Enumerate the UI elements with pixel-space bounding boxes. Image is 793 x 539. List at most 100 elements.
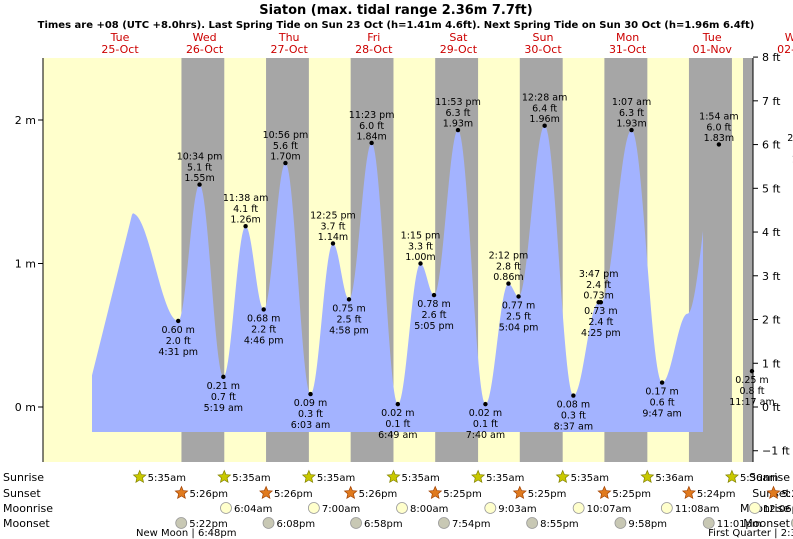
tide-time-label: 11:17 am [729, 397, 774, 408]
tide-time-label: 10:56 pm [263, 130, 309, 141]
day-of-week-label: Tue [110, 31, 130, 44]
moonrise-time: 11:08am [675, 504, 720, 515]
tide-time-label: 3:47 pm [579, 269, 619, 280]
sunrise-time: 5:35am [317, 473, 355, 484]
date-label: 01-Nov [692, 43, 732, 56]
low-tide-point [308, 391, 313, 397]
row-label-left: Moonrise [3, 502, 53, 515]
moonrise-icon [748, 502, 761, 514]
sunrise-icon [217, 469, 232, 484]
tide-height-label: 0.68 m [247, 313, 280, 324]
tide-time-label: 8:37 am [554, 422, 593, 433]
tide-feet-label: 2.5 ft [336, 314, 361, 325]
right-tick-label: 5 ft [762, 182, 781, 195]
tide-feet-label: 2.8 ft [496, 262, 521, 273]
sunset-time: 5:25pm [443, 489, 482, 500]
tide-height-label: 1.14m [318, 232, 348, 243]
high-tide-point [542, 123, 547, 128]
low-tide-point [659, 380, 665, 385]
tide-height-label: 1.68m [792, 154, 793, 165]
tide-height-label: 1.93m [616, 119, 646, 130]
moonset-icon [438, 517, 450, 529]
tide-height-label: 0.60 m [162, 325, 195, 336]
moonset-icon [614, 517, 627, 529]
sunset-time: 5:25pm [528, 489, 567, 500]
moonset-icon [350, 517, 362, 529]
right-tick-label: 7 ft [762, 95, 781, 108]
moon-phase-label: First Quarter | 2:37pm [708, 528, 793, 539]
tide-feet-label: 0.8 ft [739, 386, 764, 397]
moonset-time: 11:01pm [717, 519, 762, 530]
tide-time-label: 11:23 pm [349, 110, 395, 121]
row-label-right: Moonset [743, 517, 790, 530]
tide-feet-label: 6.4 ft [532, 104, 557, 115]
high-tide-point [330, 241, 336, 246]
date-label: 30-Oct [524, 43, 562, 56]
sunset-time: 5:25pm [612, 489, 651, 500]
right-tick-label: 2 ft [762, 314, 781, 327]
moonset-time: 6:08pm [277, 519, 316, 530]
sunrise-time: 5:35am [148, 473, 186, 484]
tide-time-label: 4:58 pm [329, 325, 369, 336]
tide-time-label: 12:25 pm [310, 210, 356, 221]
tide-feet-label: 0.7 ft [211, 392, 236, 403]
tide-height-label: 0.08 m [557, 400, 590, 411]
tide-time-label: 1:07 am [612, 97, 651, 108]
high-tide-point [243, 223, 248, 229]
moon-phase-label: New Moon | 6:48pm [136, 528, 236, 539]
moonrise-icon [396, 502, 408, 514]
date-label: 31-Oct [609, 43, 647, 56]
day-of-week-label: Sat [449, 31, 468, 44]
tide-height-label: 0.25 m [735, 375, 768, 386]
right-tick-label: 1 ft [762, 357, 781, 370]
tide-height-label: 0.09 m [294, 398, 327, 409]
high-tide-point [283, 160, 288, 166]
tide-height-label: 0.21 m [207, 381, 240, 392]
sunset-time: 5:26pm [189, 489, 228, 500]
date-label: 29-Oct [440, 43, 478, 56]
chart-subtitle: Times are +08 (UTC +8.0hrs). Last Spring… [38, 20, 755, 31]
high-tide-point [716, 142, 722, 147]
tide-feet-label: 0.1 ft [473, 419, 498, 430]
high-tide-point [455, 127, 461, 133]
tide-time-label: 1:15 pm [401, 231, 441, 242]
day-of-week-label: Tue [702, 31, 722, 44]
moonset-time: 9:58pm [628, 519, 667, 530]
tide-height-label: 0.75 m [332, 303, 365, 314]
right-edge-band [743, 58, 753, 462]
tide-time-label: 4:31 pm [158, 347, 198, 358]
tide-height-label: 0.02 m [381, 408, 414, 419]
row-label-right: Sunrise [749, 471, 790, 484]
tide-feet-label: 0.3 ft [561, 411, 586, 422]
low-tide-point [176, 318, 181, 324]
tide-time-label: 9:47 am [642, 409, 681, 420]
low-tide-point [516, 294, 521, 299]
high-tide-point [197, 182, 202, 187]
sunset-icon [597, 485, 612, 500]
sunset-icon [766, 485, 781, 500]
tide-time-label: 2:12 pm [489, 251, 529, 262]
tide-time-label: 1:54 am [699, 111, 738, 122]
day-of-week-label: Fri [367, 31, 380, 44]
tide-time-label: 2:54 am [787, 133, 793, 144]
moonrise-time: 6:04am [234, 504, 272, 515]
tide-time-label: 5:04 pm [499, 323, 539, 334]
moonrise-time: 9:03am [498, 504, 536, 515]
tide-feet-label: 4.1 ft [233, 204, 258, 215]
right-tick-label: 3 ft [762, 270, 781, 283]
left-tick-label: 0 m [15, 401, 36, 414]
moonset-icon [175, 517, 188, 529]
tide-feet-label: 3.7 ft [320, 221, 345, 232]
sunset-icon [259, 485, 274, 500]
tide-feet-label: 6.0 ft [706, 122, 731, 133]
tide-feet-label: 6.3 ft [619, 108, 644, 119]
low-tide-point [221, 374, 226, 380]
sunset-time: 5:24pm [697, 489, 736, 500]
low-tide-point [483, 401, 488, 407]
left-tick-label: 1 m [15, 258, 36, 271]
tide-feet-label: 2.4 ft [586, 280, 611, 291]
low-tide-point [395, 401, 401, 407]
tide-height-label: 1.84m [356, 131, 386, 142]
